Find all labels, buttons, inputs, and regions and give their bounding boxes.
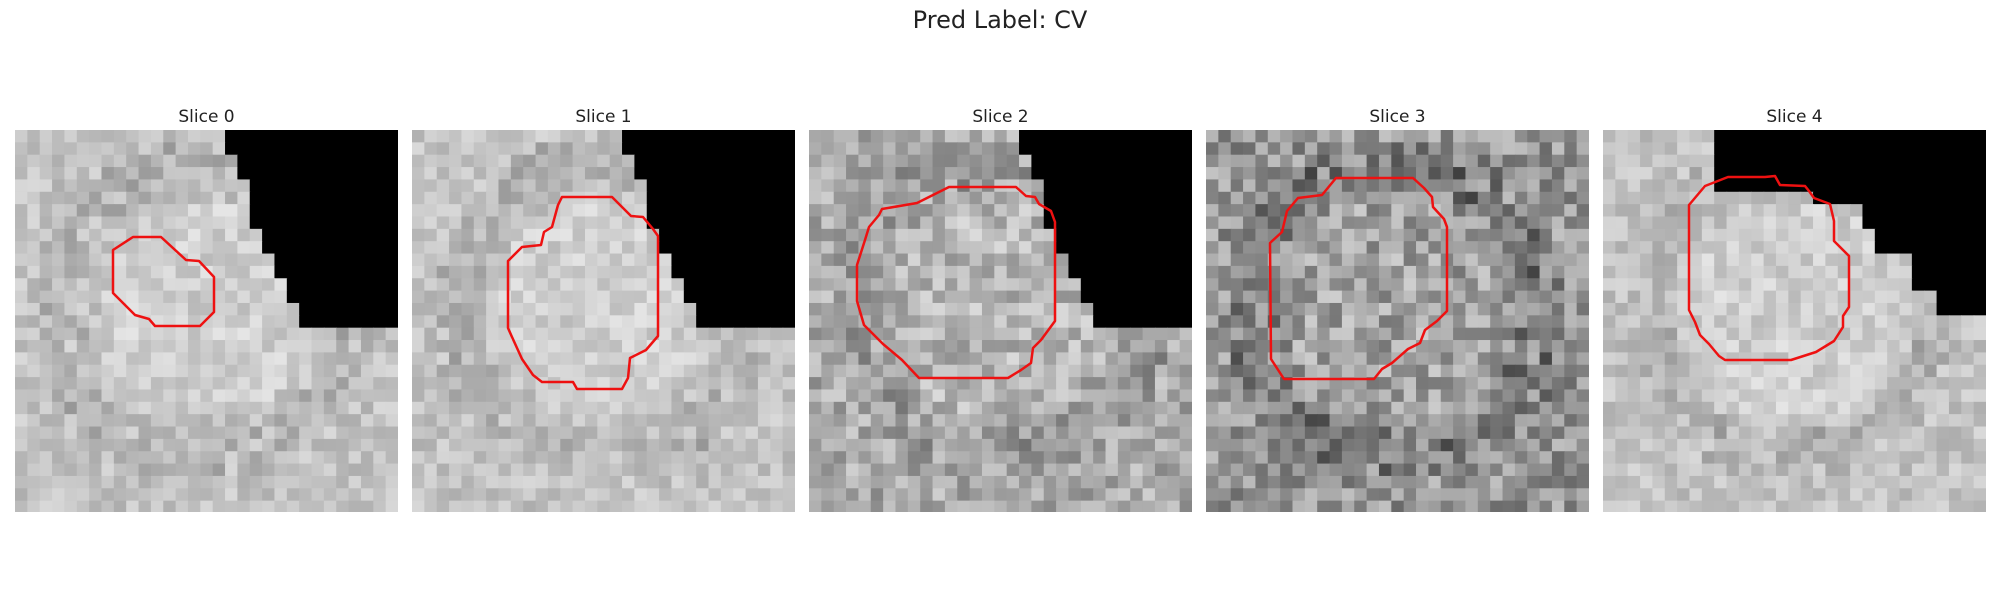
slice-canvas: [412, 130, 795, 512]
slice-image: [1603, 130, 1986, 512]
slice-image: [1206, 130, 1589, 512]
slice-panel-1: Slice 1: [412, 104, 795, 512]
slice-title: Slice 4: [1766, 107, 1823, 127]
slice-canvas: [1206, 130, 1589, 512]
slice-image: [809, 130, 1192, 512]
segmentation-contour: [855, 185, 1057, 380]
slice-panel-2: Slice 2: [809, 104, 1192, 512]
slice-panel-3: Slice 3: [1206, 104, 1589, 512]
slice-title: Slice 0: [178, 107, 235, 127]
segmentation-contour: [1268, 176, 1449, 381]
slice-canvas: [809, 130, 1192, 512]
figure-title: Pred Label: CV: [912, 6, 1088, 34]
slice-title: Slice 3: [1369, 107, 1426, 127]
segmentation-contour: [1687, 174, 1851, 362]
slice-canvas: [1603, 130, 1986, 512]
slice-panel-4: Slice 4: [1603, 104, 1986, 512]
slice-image: [412, 130, 795, 512]
slice-image: [15, 130, 398, 512]
slice-panel-0: Slice 0: [15, 104, 398, 512]
segmentation-contour: [111, 235, 216, 328]
slice-title: Slice 2: [972, 107, 1029, 127]
slice-title: Slice 1: [575, 107, 632, 127]
segmentation-contour: [506, 195, 660, 391]
slice-canvas: [15, 130, 398, 512]
